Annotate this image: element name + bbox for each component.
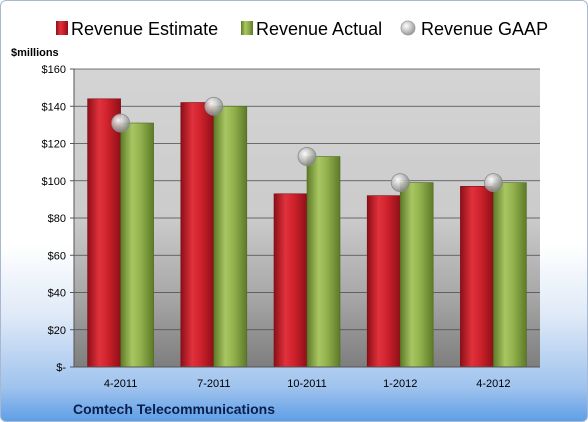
- x-axis-labels: 4-2011 7-2011 10-2011 1-2012 4-2012: [104, 378, 511, 390]
- marker-revenue-gaap: [390, 173, 410, 193]
- legend-swatch-revenue-estimate: [56, 21, 68, 35]
- y-tick-label: $80: [48, 213, 66, 225]
- bar-revenue-estimate: [273, 193, 308, 368]
- x-category-label: 4-2012: [476, 378, 510, 390]
- y-tick-label: $60: [48, 250, 66, 262]
- y-tick-label: $160: [42, 64, 66, 76]
- legend-swatch-revenue-gaap: [400, 20, 416, 36]
- y-tick-label: $120: [42, 139, 66, 151]
- bars: [87, 98, 527, 368]
- x-category-label: 10-2011: [287, 378, 327, 390]
- bar-revenue-estimate: [87, 98, 121, 368]
- bar-revenue-actual: [399, 182, 434, 368]
- legend-label-revenue-estimate: Revenue Estimate: [71, 19, 218, 39]
- bar-revenue-actual: [120, 122, 154, 368]
- bar-revenue-actual: [213, 105, 248, 368]
- legend-swatch-revenue-actual: [241, 21, 253, 35]
- x-category-label: 7-2011: [197, 378, 230, 390]
- marker-revenue-gaap: [483, 173, 503, 193]
- bar-revenue-estimate: [366, 195, 401, 368]
- y-tick-label: $-: [56, 362, 66, 374]
- bar-revenue-actual: [306, 156, 341, 368]
- marker-revenue-gaap: [297, 147, 317, 166]
- legend: Revenue Estimate Revenue Actual Revenue …: [56, 19, 548, 39]
- company-name: Comtech Telecommunications: [73, 401, 275, 417]
- legend-label-revenue-gaap: Revenue GAAP: [421, 19, 548, 39]
- bar-revenue-actual: [493, 182, 527, 368]
- gaap-markers: [111, 96, 503, 193]
- marker-revenue-gaap: [204, 96, 224, 116]
- y-tick-label: $140: [42, 101, 66, 113]
- y-axis-ticks: $- $20 $40 $60 $80 $100 $120 $140 $160: [42, 64, 74, 374]
- y-tick-label: $20: [48, 325, 66, 337]
- x-category-label: 1-2012: [383, 378, 417, 390]
- y-tick-label: $40: [48, 288, 66, 300]
- y-axis-unit-label: $millions: [11, 47, 59, 59]
- marker-revenue-gaap: [111, 113, 130, 133]
- legend-label-revenue-actual: Revenue Actual: [256, 19, 382, 39]
- y-tick-label: $100: [42, 176, 66, 188]
- x-category-label: 4-2011: [104, 378, 137, 390]
- bar-revenue-estimate: [180, 102, 215, 368]
- bar-revenue-estimate: [460, 186, 494, 368]
